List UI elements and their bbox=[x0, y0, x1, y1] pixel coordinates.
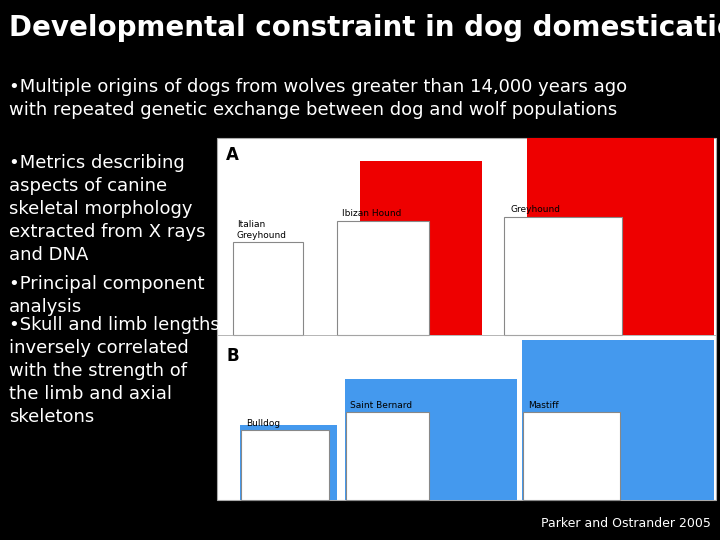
Bar bbox=[233, 242, 303, 335]
Text: Parker and Ostrander 2005: Parker and Ostrander 2005 bbox=[541, 517, 711, 530]
Bar bbox=[523, 412, 620, 500]
Text: •Metrics describing
aspects of canine
skeletal morphology
extracted from X rays
: •Metrics describing aspects of canine sk… bbox=[9, 154, 205, 264]
Bar bbox=[346, 412, 428, 500]
Text: •Skull and limb lengths
inversely correlated
with the strength of
the limb and a: •Skull and limb lengths inversely correl… bbox=[9, 316, 220, 426]
Bar bbox=[238, 284, 270, 335]
Text: Bulldog: Bulldog bbox=[246, 418, 280, 428]
Text: Mastiff: Mastiff bbox=[528, 401, 558, 409]
Bar bbox=[345, 379, 517, 500]
Text: B: B bbox=[226, 347, 239, 364]
Bar bbox=[360, 161, 482, 335]
Bar bbox=[522, 340, 714, 500]
Bar bbox=[217, 138, 716, 500]
Text: Ibizan Hound: Ibizan Hound bbox=[342, 209, 401, 218]
Text: A: A bbox=[226, 146, 239, 164]
Text: Saint Bernard: Saint Bernard bbox=[351, 401, 413, 409]
Text: •Principal component
analysis: •Principal component analysis bbox=[9, 275, 204, 316]
Text: Greyhound: Greyhound bbox=[510, 205, 560, 214]
Bar bbox=[240, 424, 337, 500]
Bar bbox=[527, 138, 714, 335]
Text: Developmental constraint in dog domestication: Developmental constraint in dog domestic… bbox=[9, 14, 720, 42]
Text: •Multiple origins of dogs from wolves greater than 14,000 years ago
with repeate: •Multiple origins of dogs from wolves gr… bbox=[9, 78, 627, 119]
Bar bbox=[504, 217, 621, 335]
Bar bbox=[337, 220, 430, 335]
Bar bbox=[241, 430, 329, 500]
Text: Italian
Greyhound: Italian Greyhound bbox=[237, 220, 287, 240]
